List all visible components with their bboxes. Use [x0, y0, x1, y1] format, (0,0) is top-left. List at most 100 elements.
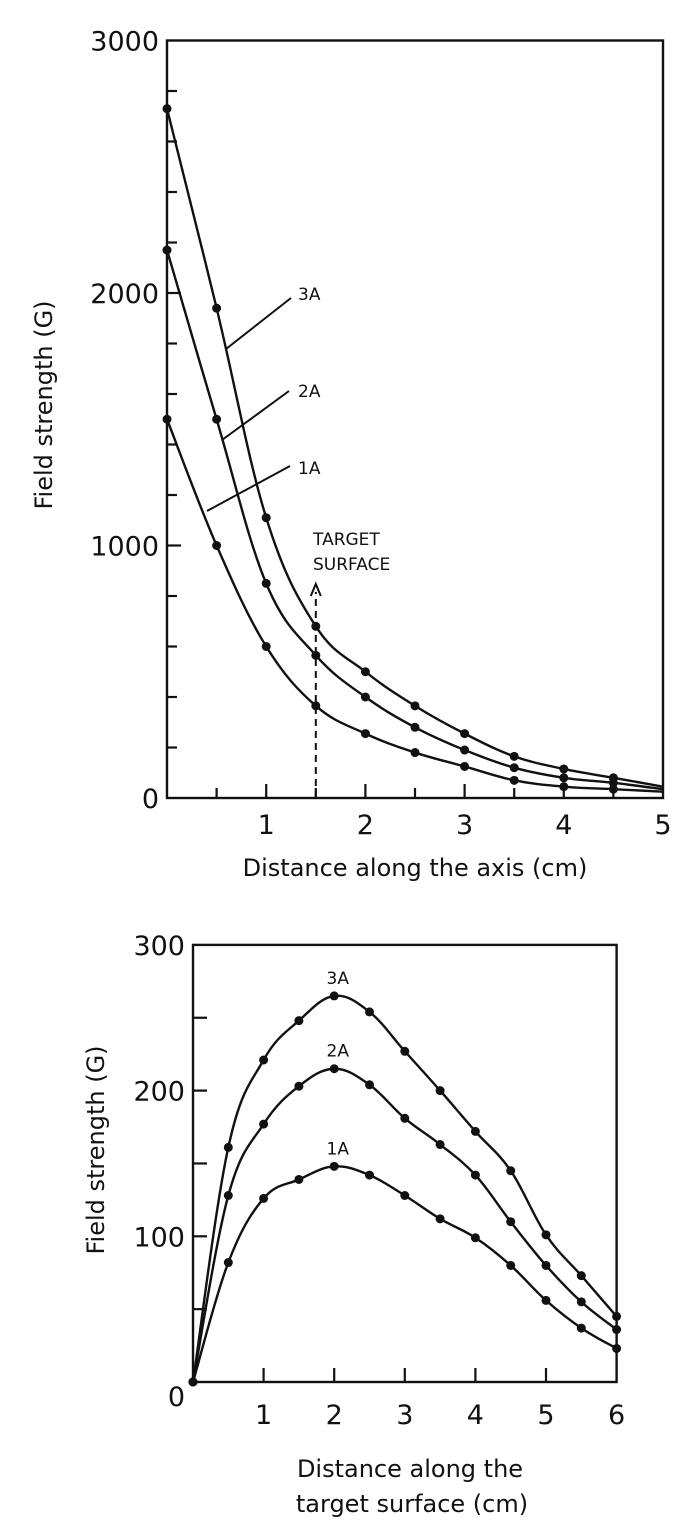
- data-point: [506, 1166, 516, 1176]
- data-point: [294, 1016, 304, 1026]
- data-point: [212, 303, 222, 313]
- y-axis-title: Field strength (G): [30, 300, 58, 509]
- leader-line: [225, 297, 292, 350]
- y-tick-label: 300: [133, 931, 185, 962]
- data-point: [509, 751, 519, 761]
- data-point: [612, 1343, 622, 1353]
- arrow-up-icon: [309, 581, 322, 597]
- data-point: [311, 650, 321, 660]
- data-point: [259, 1055, 269, 1065]
- x-tick-label: 4: [467, 1400, 484, 1431]
- data-point: [509, 763, 519, 773]
- data-point: [509, 775, 519, 785]
- data-point: [470, 1170, 480, 1180]
- data-point: [365, 1007, 374, 1017]
- data-point: [212, 541, 222, 550]
- series-label-3A: 3A: [298, 285, 321, 305]
- data-point: [400, 1113, 410, 1123]
- x-tick-label: 2: [326, 1400, 343, 1431]
- data-point: [329, 1161, 339, 1171]
- data-point: [259, 1119, 269, 1129]
- data-point: [365, 1080, 374, 1090]
- data-point: [162, 414, 172, 424]
- x-tick-label: 1: [255, 1400, 272, 1431]
- data-point: [294, 1081, 304, 1091]
- data-point: [559, 764, 569, 774]
- top-chart: 0 1000 2000 3000 1 2 3 4 5 Distance along the axi…: [30, 27, 672, 883]
- y-tick-label: 0: [168, 1382, 185, 1413]
- data-point: [559, 782, 569, 792]
- data-point: [360, 667, 370, 677]
- x-axis-title: Distance along the axis (cm): [243, 854, 588, 882]
- data-point: [612, 1311, 622, 1321]
- x-axis-title-line1: Distance along the: [297, 1455, 523, 1483]
- y-axis-title: Field strength (G): [82, 1045, 110, 1254]
- data-point: [261, 513, 271, 523]
- curve-3A: [191, 994, 618, 1383]
- plot-frame: [191, 943, 618, 1384]
- data-point: [608, 778, 618, 788]
- data-point: [223, 1142, 233, 1152]
- data-point: [365, 1170, 374, 1180]
- data-point: [435, 1214, 445, 1224]
- data-point: [400, 1046, 410, 1056]
- x-tick-label: 5: [654, 810, 671, 841]
- x-tick-label: 6: [608, 1400, 625, 1431]
- leader-line: [221, 390, 290, 441]
- data-point: [162, 104, 172, 114]
- data-point: [460, 729, 470, 739]
- data-point: [460, 761, 470, 771]
- data-point: [410, 722, 420, 732]
- leader-line: [206, 465, 291, 512]
- data-point: [559, 773, 569, 783]
- data-point: [311, 621, 321, 631]
- data-point: [470, 1233, 480, 1243]
- data-point: [212, 414, 222, 424]
- data-point: [410, 701, 420, 711]
- data-point: [576, 1297, 586, 1307]
- data-point: [311, 701, 321, 711]
- annotation-line1: TARGET: [312, 530, 380, 550]
- series-label-1A: 1A: [327, 1139, 350, 1159]
- data-point: [541, 1260, 551, 1270]
- data-point: [261, 642, 271, 651]
- y-tick-label: 1000: [90, 532, 159, 563]
- y-tick-label: 0: [142, 784, 159, 815]
- data-point: [400, 1191, 410, 1201]
- data-point: [360, 729, 370, 739]
- data-point: [608, 784, 618, 794]
- data-point: [329, 991, 339, 1001]
- data-point: [294, 1174, 304, 1184]
- data-point: [188, 1377, 198, 1387]
- y-tick-label: 100: [133, 1222, 185, 1253]
- data-point: [541, 1295, 551, 1305]
- data-point: [162, 245, 172, 255]
- series-label-2A: 2A: [327, 1042, 350, 1062]
- data-point: [360, 692, 370, 702]
- x-tick-label: 2: [357, 810, 374, 841]
- data-point: [470, 1126, 480, 1136]
- data-point: [261, 578, 271, 588]
- data-point: [435, 1140, 445, 1150]
- x-tick-label: 3: [396, 1400, 413, 1431]
- data-point: [410, 748, 420, 758]
- x-tick-label: 5: [537, 1400, 554, 1431]
- annotation-line2: SURFACE: [313, 555, 390, 575]
- data-point: [223, 1191, 233, 1201]
- data-point: [576, 1323, 586, 1333]
- series-label-1A: 1A: [298, 459, 321, 479]
- data-point: [506, 1260, 516, 1270]
- y-tick-label: 2000: [90, 279, 159, 310]
- x-tick-label: 1: [258, 810, 275, 841]
- data-point: [506, 1217, 516, 1227]
- data-point: [223, 1258, 233, 1268]
- y-tick-label: 3000: [90, 27, 159, 58]
- data-point: [612, 1325, 622, 1335]
- data-point: [259, 1193, 269, 1203]
- x-axis-title-line2: target surface (cm): [296, 1490, 528, 1518]
- data-point: [435, 1086, 445, 1096]
- y-tick-label: 200: [133, 1077, 185, 1108]
- data-point: [460, 745, 470, 755]
- x-tick-label: 3: [456, 810, 473, 841]
